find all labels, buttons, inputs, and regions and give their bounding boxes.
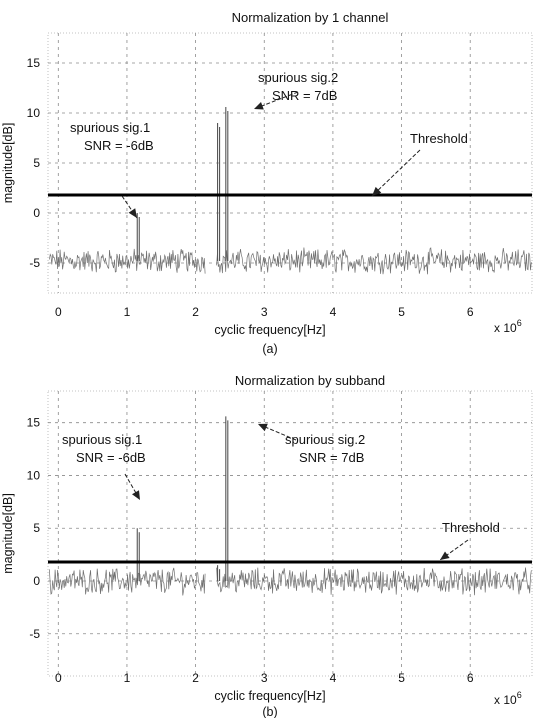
noise-trace bbox=[49, 247, 532, 275]
annotation-text: spurious sig.2 SNR = 7dB bbox=[258, 70, 338, 103]
annotation-text: spurious sig.1 SNR = -6dB bbox=[70, 120, 154, 153]
panel-label: (a) bbox=[262, 342, 277, 356]
x-tick-label: 6 bbox=[467, 671, 474, 685]
chart-title: Normalization by subband bbox=[235, 373, 385, 388]
x-tick-label: 2 bbox=[192, 671, 199, 685]
x-tick-label: 4 bbox=[330, 305, 337, 319]
y-tick-label: 0 bbox=[33, 206, 40, 220]
x-tick-label: 5 bbox=[398, 671, 405, 685]
x-tick-label: 0 bbox=[55, 305, 62, 319]
x-axis-label: cyclic frequency[Hz] bbox=[214, 689, 325, 703]
x-tick-label: 4 bbox=[330, 671, 337, 685]
x-multiplier: x 106 bbox=[494, 318, 522, 335]
x-tick-label: 3 bbox=[261, 671, 268, 685]
y-axis-label: magnitude[dB] bbox=[1, 493, 15, 574]
y-tick-label: -5 bbox=[29, 256, 40, 270]
plot-frame bbox=[47, 390, 533, 677]
x-tick-label: 1 bbox=[124, 671, 131, 685]
y-tick-label: 15 bbox=[27, 416, 41, 430]
y-tick-label: -5 bbox=[29, 627, 40, 641]
annotation-arrow bbox=[257, 423, 297, 441]
chart-panel-b: Normalization by subband -5 0 5 10 15 0 1 2 3 4 5 6 m… bbox=[1, 373, 533, 718]
arrowhead-icon bbox=[128, 208, 137, 218]
panel-label: (b) bbox=[262, 705, 277, 718]
y-tick-label: 0 bbox=[33, 574, 40, 588]
annotation-text: Threshold bbox=[442, 520, 500, 535]
arrowhead-icon bbox=[258, 423, 268, 432]
x-tick-label: 2 bbox=[192, 305, 199, 319]
arrowhead-icon bbox=[372, 186, 382, 196]
x-tick-label: 3 bbox=[261, 305, 268, 319]
x-tick-label: 1 bbox=[124, 305, 131, 319]
arrowhead-icon bbox=[254, 102, 264, 110]
annotation-arrow bbox=[371, 149, 421, 197]
annotation-arrow bbox=[121, 195, 138, 219]
x-tick-label: 0 bbox=[55, 671, 62, 685]
noise-trace bbox=[49, 567, 532, 596]
y-axis-label: magnitude[dB] bbox=[1, 123, 15, 204]
y-tick-label: 10 bbox=[27, 106, 41, 120]
arrowhead-icon bbox=[440, 551, 450, 560]
x-tick-label: 5 bbox=[398, 305, 405, 319]
y-tick-label: 5 bbox=[33, 521, 40, 535]
annotation-text: spurious sig.1 SNR = -6dB bbox=[62, 432, 146, 465]
y-tick-label: 5 bbox=[33, 156, 40, 170]
x-multiplier: x 106 bbox=[494, 690, 522, 707]
annotation-text: spurious sig.2 SNR = 7dB bbox=[285, 432, 365, 465]
annotation-text: Threshold bbox=[410, 131, 468, 146]
x-axis-label: cyclic frequency[Hz] bbox=[214, 323, 325, 337]
y-tick-label: 10 bbox=[27, 468, 41, 482]
chart-panel-a: Normalization by 1 channel -5 0 5 10 15 0 1 2 3 4 5… bbox=[1, 10, 533, 356]
x-tick-label: 6 bbox=[467, 305, 474, 319]
chart-title: Normalization by 1 channel bbox=[232, 10, 389, 25]
arrowhead-icon bbox=[132, 490, 140, 500]
y-tick-label: 15 bbox=[27, 56, 41, 70]
